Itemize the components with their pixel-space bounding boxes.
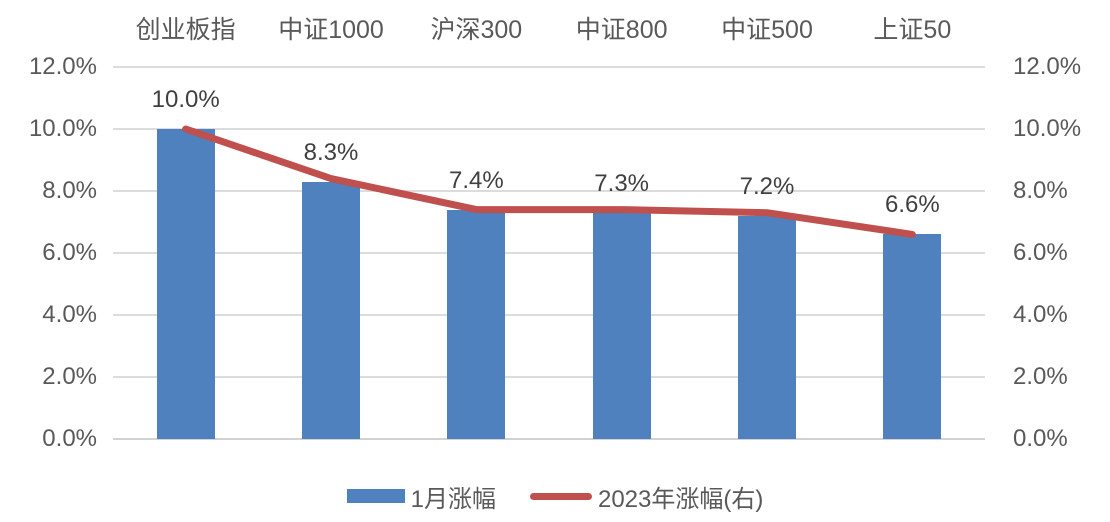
gridline [113,376,985,378]
right-axis-tick: 8.0% [1013,177,1068,204]
bar [738,215,796,439]
category-label: 中证800 [575,16,668,44]
left-axis-tick: 10.0% [28,115,97,142]
gridline [113,66,985,68]
category-label: 上证50 [873,16,952,44]
gridline [113,314,985,316]
gridline [113,128,985,130]
bar-value-label: 7.4% [448,166,504,194]
gridline [113,438,985,440]
category-label: 创业板指 [135,16,236,44]
right-axis-tick: 0.0% [1013,425,1068,452]
gridline [113,190,985,192]
line-series [182,125,916,238]
right-axis-tick: 6.0% [1013,239,1068,266]
bar [883,234,942,439]
category-label: 中证1000 [278,16,384,44]
legend-label-line-series: 2023年涨幅(右) [597,485,764,513]
left-axis-tick: 6.0% [42,239,97,266]
gridline [113,252,985,254]
left-axis-tick: 4.0% [42,301,97,328]
bar-value-label: 7.2% [739,172,795,200]
left-axis-tick: 2.0% [42,363,97,390]
bar-value-label: 10.0% [151,86,220,113]
category-label: 沪深300 [430,16,523,44]
line-series-swatch [529,492,592,500]
left-axis-tick: 12.0% [28,53,97,80]
category-label: 中证500 [721,16,813,44]
bar-value-label: 8.3% [303,138,359,166]
right-axis-tick: 10.0% [1013,115,1082,142]
right-axis-tick: 4.0% [1013,301,1068,328]
bar-series-swatch [346,489,405,503]
bar-value-label: 6.6% [884,191,940,219]
right-axis-tick: 12.0% [1013,53,1082,80]
bar-value-label: 7.3% [594,169,649,197]
chart-legend: 1月涨幅 2023年涨幅(右) [0,478,1110,514]
bar [447,209,506,439]
legend-label-bar-series: 1月涨幅 [410,485,496,513]
left-axis-tick: 0.0% [42,425,97,452]
legend-item-bar-series: 1月涨幅 [346,479,496,514]
bar [302,181,360,439]
bar [156,129,215,439]
legend-item-line-series: 2023年涨幅(右) [529,479,764,514]
right-axis-tick: 2.0% [1013,363,1068,390]
left-axis-tick: 8.0% [42,177,97,204]
bar [592,212,651,439]
